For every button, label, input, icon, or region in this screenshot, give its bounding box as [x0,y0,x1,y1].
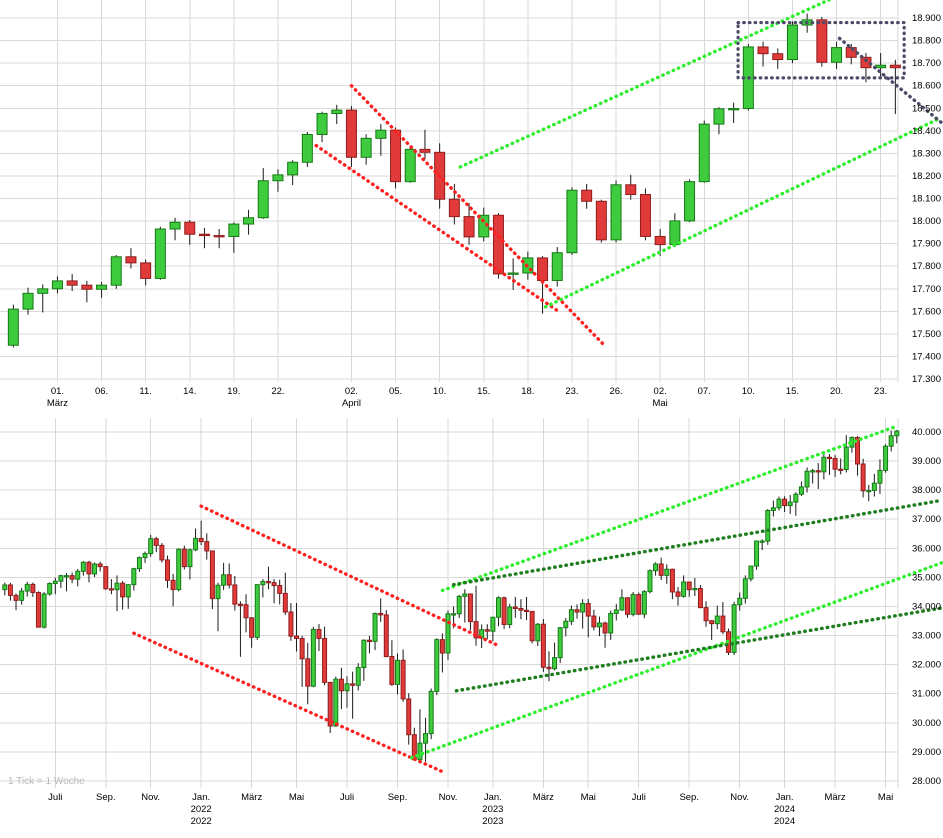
price-axis-labels: 18.900 18.800 18.700 18.600 18.500 18.400 18.3… [912,13,941,385]
svg-text:22.: 22. [271,386,284,397]
svg-text:20.: 20. [830,386,843,397]
svg-text:07.: 07. [698,386,711,397]
svg-text:2024: 2024 [774,816,795,827]
tick-interval-note: 1 Tick = 1 Woche [8,776,85,787]
svg-text:35.000: 35.000 [912,572,941,583]
svg-text:2023: 2023 [482,816,503,827]
grid-layer [0,418,899,788]
trendlines-layer [314,0,943,347]
svg-text:18.800: 18.800 [912,36,941,47]
svg-text:Juli: Juli [48,792,62,803]
svg-text:Mai: Mai [652,398,667,409]
svg-text:32.000: 32.000 [912,660,941,671]
trendlines-layer [132,424,943,774]
svg-text:17.700: 17.700 [912,284,941,295]
svg-text:Nov.: Nov. [730,792,749,803]
svg-text:Juli: Juli [632,792,646,803]
daily-candlestick-chart: 18.900 18.800 18.700 18.600 18.500 18.400 18.3… [0,0,943,418]
svg-text:17.800: 17.800 [912,261,941,272]
svg-text:18.300: 18.300 [912,148,941,159]
svg-text:39.000: 39.000 [912,456,941,467]
svg-text:14.: 14. [183,386,196,397]
weekly-candlestick-chart: 1 Tick = 1 Woche 40.000 39.000 38.000 37.00… [0,418,943,838]
svg-text:10.: 10. [742,386,755,397]
weekly-chart-canvas: 40.000 39.000 38.000 37.000 36.000 35.000 34.0… [0,418,943,827]
svg-text:17.600: 17.600 [912,306,941,317]
svg-text:17.500: 17.500 [912,329,941,340]
svg-text:40.000: 40.000 [912,427,941,438]
svg-text:Sep.: Sep. [96,792,116,803]
svg-text:2022: 2022 [191,816,212,827]
svg-text:37.000: 37.000 [912,514,941,525]
svg-text:33.000: 33.000 [912,631,941,642]
svg-text:06.: 06. [95,386,108,397]
svg-text:18.400: 18.400 [912,126,941,137]
svg-text:Jan.: Jan. [776,792,794,803]
svg-text:18.: 18. [521,386,534,397]
svg-text:30.000: 30.000 [912,718,941,729]
svg-text:19.: 19. [227,386,240,397]
svg-text:23.: 23. [565,386,578,397]
svg-text:17.900: 17.900 [912,239,941,250]
svg-text:17.300: 17.300 [912,374,941,385]
svg-text:Mai: Mai [581,792,596,803]
svg-text:Jan.: Jan. [484,792,502,803]
svg-text:18.600: 18.600 [912,81,941,92]
svg-text:02.: 02. [345,386,358,397]
svg-text:05.: 05. [389,386,402,397]
svg-text:31.000: 31.000 [912,689,941,700]
svg-text:34.000: 34.000 [912,601,941,612]
daily-chart-canvas: 18.900 18.800 18.700 18.600 18.500 18.400 18.3… [0,0,943,409]
candles-layer [2,429,900,762]
svg-text:26.: 26. [609,386,622,397]
svg-text:Sep.: Sep. [388,792,408,803]
price-axis-labels: 40.000 39.000 38.000 37.000 36.000 35.000 34.0… [912,427,941,787]
svg-text:18.500: 18.500 [912,103,941,114]
svg-text:10.: 10. [433,386,446,397]
svg-text:2024: 2024 [774,804,795,815]
svg-text:28.000: 28.000 [912,776,941,787]
svg-text:März: März [241,792,262,803]
svg-text:2022: 2022 [191,804,212,815]
svg-text:Mai: Mai [289,792,304,803]
svg-text:Nov.: Nov. [439,792,458,803]
svg-text:Jan.: Jan. [192,792,210,803]
svg-text:Mai: Mai [878,792,893,803]
svg-text:2023: 2023 [482,804,503,815]
svg-text:18.700: 18.700 [912,58,941,69]
svg-text:15.: 15. [477,386,490,397]
svg-text:Nov.: Nov. [141,792,160,803]
svg-text:18.100: 18.100 [912,194,941,205]
svg-text:02.: 02. [654,386,667,397]
svg-text:Juli: Juli [340,792,354,803]
svg-text:März: März [533,792,554,803]
svg-text:17.400: 17.400 [912,352,941,363]
svg-text:März: März [825,792,846,803]
svg-text:April: April [342,398,361,409]
svg-text:36.000: 36.000 [912,543,941,554]
svg-text:Sep.: Sep. [679,792,699,803]
svg-text:38.000: 38.000 [912,485,941,496]
svg-text:18.000: 18.000 [912,216,941,227]
svg-text:11.: 11. [139,386,152,397]
svg-text:29.000: 29.000 [912,747,941,758]
svg-text:18.200: 18.200 [912,171,941,182]
svg-text:18.900: 18.900 [912,13,941,24]
svg-text:März: März [47,398,68,409]
svg-text:15.: 15. [786,386,799,397]
svg-text:01.: 01. [51,386,64,397]
svg-text:23.: 23. [874,386,887,397]
